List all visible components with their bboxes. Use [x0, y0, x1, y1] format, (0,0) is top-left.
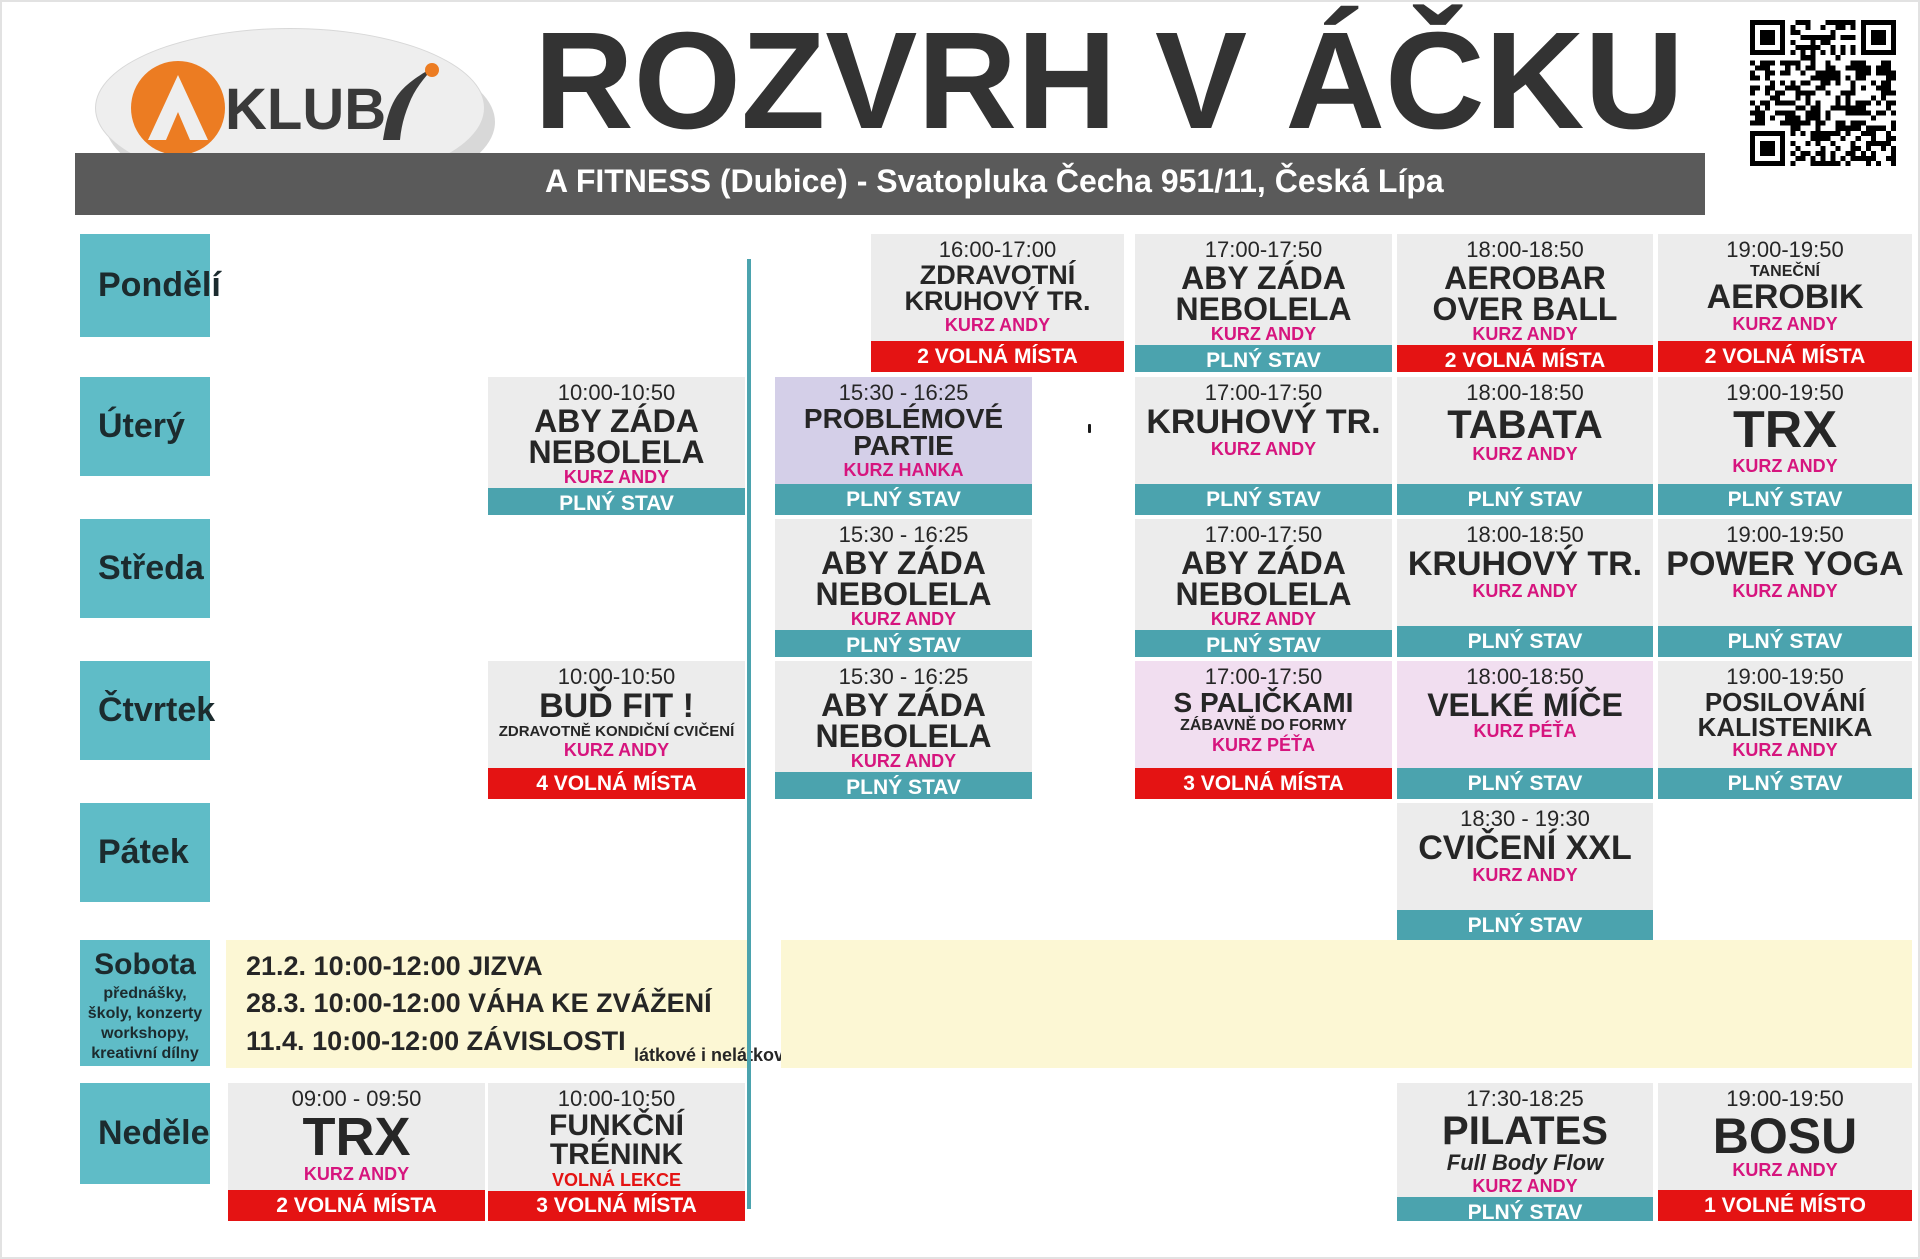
svg-text:KLUB: KLUB — [225, 77, 386, 142]
